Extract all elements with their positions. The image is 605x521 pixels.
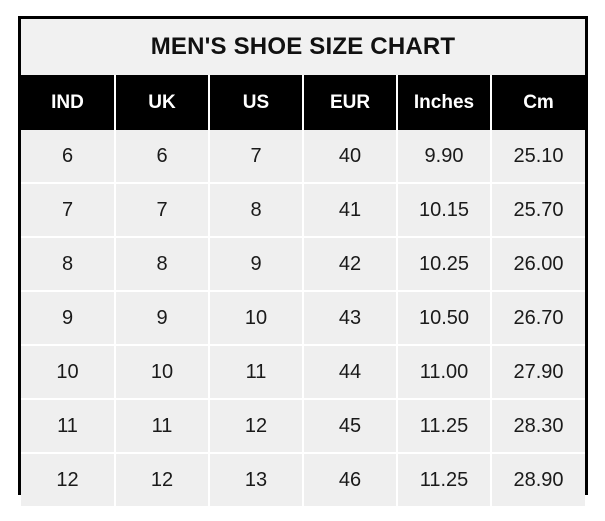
cell-us: 9 xyxy=(209,237,304,292)
size-chart-container: MEN'S SHOE SIZE CHART IND UK US EUR Inch… xyxy=(18,16,588,506)
cell-uk: 12 xyxy=(115,453,210,506)
shoe-size-table: IND UK US EUR Inches Cm 6 6 7 40 9.90 25… xyxy=(21,75,585,506)
column-header-ind: IND xyxy=(21,75,116,130)
table-row: 11 11 12 45 11.25 28.30 xyxy=(21,399,585,454)
cell-ind: 11 xyxy=(21,399,116,454)
cell-inches: 11.25 xyxy=(397,399,492,454)
cell-uk: 7 xyxy=(115,183,210,238)
cell-ind: 10 xyxy=(21,345,116,400)
cell-eur: 44 xyxy=(303,345,398,400)
cell-ind: 12 xyxy=(21,453,116,506)
column-header-eur: EUR xyxy=(303,75,398,130)
table-row: 7 7 8 41 10.15 25.70 xyxy=(21,183,585,238)
cell-uk: 11 xyxy=(115,399,210,454)
cell-us: 7 xyxy=(209,130,304,184)
page-title: MEN'S SHOE SIZE CHART xyxy=(150,33,456,60)
cell-cm: 26.70 xyxy=(491,291,585,346)
table-header-row: IND UK US EUR Inches Cm xyxy=(21,75,585,130)
cell-inches: 11.00 xyxy=(397,345,492,400)
cell-inches: 10.15 xyxy=(397,183,492,238)
cell-ind: 6 xyxy=(21,130,116,184)
cell-cm: 26.00 xyxy=(491,237,585,292)
cell-cm: 28.30 xyxy=(491,399,585,454)
chart-title-band: MEN'S SHOE SIZE CHART xyxy=(21,19,585,75)
table-row: 9 9 10 43 10.50 26.70 xyxy=(21,291,585,346)
cell-cm: 25.10 xyxy=(491,130,585,184)
cell-eur: 45 xyxy=(303,399,398,454)
cell-cm: 27.90 xyxy=(491,345,585,400)
cell-ind: 7 xyxy=(21,183,116,238)
cell-cm: 25.70 xyxy=(491,183,585,238)
table-row: 8 8 9 42 10.25 26.00 xyxy=(21,237,585,292)
cell-uk: 6 xyxy=(115,130,210,184)
cell-eur: 42 xyxy=(303,237,398,292)
table-row: 10 10 11 44 11.00 27.90 xyxy=(21,345,585,400)
cell-us: 11 xyxy=(209,345,304,400)
cell-inches: 10.25 xyxy=(397,237,492,292)
cell-ind: 9 xyxy=(21,291,116,346)
cell-eur: 41 xyxy=(303,183,398,238)
cell-us: 10 xyxy=(209,291,304,346)
table-row: 12 12 13 46 11.25 28.90 xyxy=(21,453,585,506)
cell-us: 13 xyxy=(209,453,304,506)
cell-inches: 10.50 xyxy=(397,291,492,346)
table-row: 6 6 7 40 9.90 25.10 xyxy=(21,130,585,184)
column-header-us: US xyxy=(209,75,304,130)
cell-ind: 8 xyxy=(21,237,116,292)
cell-us: 12 xyxy=(209,399,304,454)
column-header-inches: Inches xyxy=(397,75,492,130)
table-header: IND UK US EUR Inches Cm xyxy=(21,75,585,130)
cell-uk: 10 xyxy=(115,345,210,400)
column-header-uk: UK xyxy=(115,75,210,130)
cell-uk: 8 xyxy=(115,237,210,292)
cell-inches: 11.25 xyxy=(397,453,492,506)
cell-us: 8 xyxy=(209,183,304,238)
cell-uk: 9 xyxy=(115,291,210,346)
cell-eur: 40 xyxy=(303,130,398,184)
table-body: 6 6 7 40 9.90 25.10 7 7 8 41 10.15 25.70… xyxy=(21,130,585,506)
cell-cm: 28.90 xyxy=(491,453,585,506)
cell-inches: 9.90 xyxy=(397,130,492,184)
cell-eur: 46 xyxy=(303,453,398,506)
column-header-cm: Cm xyxy=(491,75,585,130)
cell-eur: 43 xyxy=(303,291,398,346)
